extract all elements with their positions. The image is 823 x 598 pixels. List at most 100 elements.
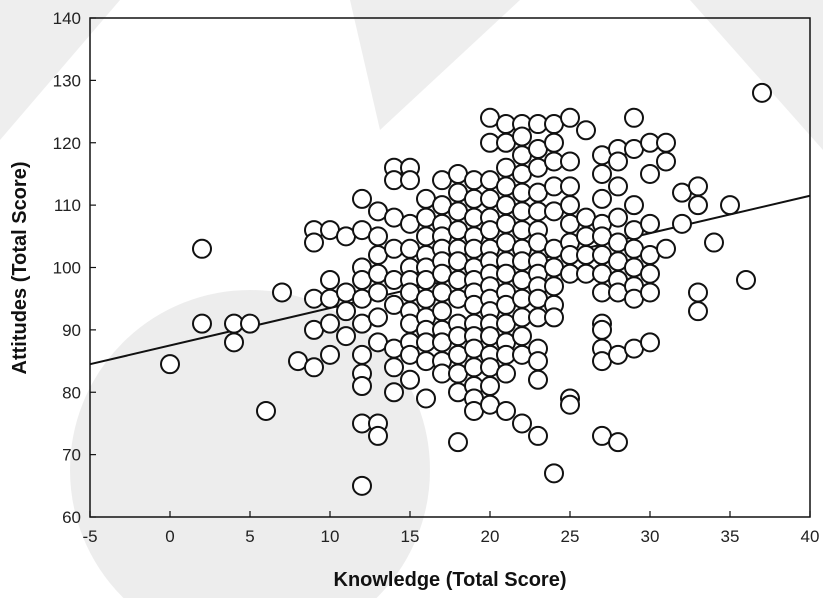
y-tick-label: 140 xyxy=(53,9,81,28)
data-point xyxy=(368,226,388,247)
data-point xyxy=(624,107,644,128)
data-point xyxy=(544,307,564,328)
data-point xyxy=(560,151,580,172)
data-point xyxy=(416,388,436,409)
data-point xyxy=(608,151,628,172)
data-point xyxy=(240,313,260,334)
data-point xyxy=(688,301,708,322)
data-point xyxy=(160,354,180,375)
data-point xyxy=(544,276,564,297)
data-point xyxy=(368,425,388,446)
data-point xyxy=(576,120,596,141)
x-tick-labels: -5 0 5 10 15 20 25 30 35 40 xyxy=(82,527,819,546)
data-point xyxy=(720,195,740,216)
x-tick-label: 0 xyxy=(165,527,174,546)
y-tick-label: 80 xyxy=(62,383,81,402)
data-point xyxy=(336,301,356,322)
data-point xyxy=(592,319,612,340)
y-tick-label: 110 xyxy=(54,196,81,215)
data-point xyxy=(624,195,644,216)
data-point xyxy=(736,269,756,290)
data-point xyxy=(384,357,404,378)
data-point xyxy=(528,369,548,390)
data-point xyxy=(320,313,340,334)
data-point xyxy=(480,376,500,397)
data-point xyxy=(608,176,628,197)
data-point xyxy=(544,463,564,484)
y-tick-label: 120 xyxy=(53,134,81,153)
data-point xyxy=(384,382,404,403)
data-point xyxy=(640,213,660,234)
data-point xyxy=(560,107,580,128)
data-point xyxy=(560,394,580,415)
data-point xyxy=(640,163,660,184)
data-point xyxy=(544,132,564,153)
data-point xyxy=(336,326,356,347)
data-point xyxy=(496,363,516,384)
y-tick-label: 130 xyxy=(53,71,81,90)
data-point xyxy=(672,213,692,234)
data-point xyxy=(640,263,660,284)
data-point xyxy=(656,238,676,259)
watermark-shape-3 xyxy=(690,0,823,150)
data-point xyxy=(352,344,372,365)
data-points xyxy=(160,82,772,496)
data-point xyxy=(688,176,708,197)
y-tick-label: 70 xyxy=(62,446,81,465)
data-point xyxy=(304,232,324,253)
data-point xyxy=(272,282,292,303)
x-tick-label: 15 xyxy=(401,527,420,546)
data-point xyxy=(688,282,708,303)
data-point xyxy=(352,188,372,209)
data-point xyxy=(528,351,548,372)
y-axis-title: Attitudes (Total Score) xyxy=(9,162,31,375)
axis-ticks xyxy=(89,17,811,518)
data-point xyxy=(752,82,772,103)
x-tick-label: 5 xyxy=(245,527,254,546)
data-point xyxy=(640,282,660,303)
x-tick-label: 25 xyxy=(561,527,580,546)
data-point xyxy=(352,475,372,496)
data-point xyxy=(560,176,580,197)
data-point xyxy=(224,332,244,353)
x-tick-label: -5 xyxy=(82,527,97,546)
data-point xyxy=(320,344,340,365)
data-point xyxy=(432,301,452,322)
data-point xyxy=(400,170,420,191)
data-point xyxy=(496,400,516,421)
data-point xyxy=(512,326,532,347)
x-tick-label: 10 xyxy=(321,527,340,546)
data-point xyxy=(592,163,612,184)
data-point xyxy=(640,332,660,353)
x-tick-label: 35 xyxy=(721,527,740,546)
y-tick-label: 60 xyxy=(62,508,81,527)
data-point xyxy=(192,313,212,334)
watermark-shape-2 xyxy=(350,0,520,130)
x-tick-label: 30 xyxy=(641,527,660,546)
data-point xyxy=(608,432,628,453)
data-point xyxy=(400,369,420,390)
x-tick-label: 40 xyxy=(801,527,820,546)
data-point xyxy=(656,151,676,172)
data-point xyxy=(528,425,548,446)
x-axis-title: Knowledge (Total Score) xyxy=(334,569,567,591)
x-tick-label: 20 xyxy=(481,527,500,546)
data-point xyxy=(256,400,276,421)
y-tick-label: 100 xyxy=(53,259,81,278)
y-tick-label: 90 xyxy=(62,321,81,340)
data-point xyxy=(448,432,468,453)
data-point xyxy=(512,126,532,147)
y-tick-labels: 60 70 80 90 100 110 120 130 140 xyxy=(53,9,81,527)
data-point xyxy=(304,357,324,378)
data-point xyxy=(512,413,532,434)
data-point xyxy=(368,282,388,303)
data-point xyxy=(656,132,676,153)
data-point xyxy=(368,307,388,328)
data-point xyxy=(320,269,340,290)
data-point xyxy=(560,195,580,216)
data-point xyxy=(608,207,628,228)
data-point xyxy=(704,232,724,253)
data-point xyxy=(192,238,212,259)
data-point xyxy=(688,195,708,216)
